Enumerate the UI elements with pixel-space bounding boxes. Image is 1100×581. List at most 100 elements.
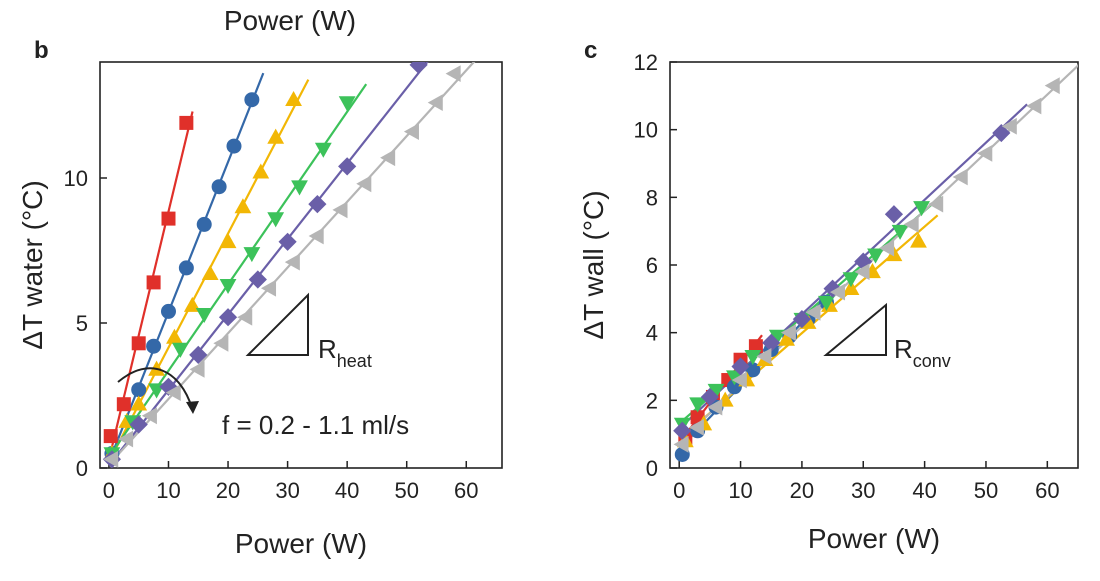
data-point <box>744 350 762 366</box>
r-conv-label: Rconv <box>894 334 951 371</box>
y-tick-label: 12 <box>634 50 658 75</box>
data-point <box>818 295 835 311</box>
data-point <box>267 128 285 144</box>
x-tick-label: 30 <box>851 478 875 503</box>
r-conv-main: R <box>894 334 913 364</box>
y-tick-label: 6 <box>646 253 658 278</box>
panel-b-x-label: Power (W) <box>235 528 367 559</box>
data-point <box>146 338 162 354</box>
y-tick-label: 10 <box>634 118 658 143</box>
y-tick-label: 0 <box>646 456 658 481</box>
data-point <box>403 123 419 140</box>
y-tick-label: 4 <box>646 321 658 346</box>
data-point <box>823 279 842 298</box>
panel-b-label: b <box>34 37 49 64</box>
data-point <box>161 211 176 226</box>
y-tick-label: 2 <box>646 388 658 413</box>
data-point <box>129 415 148 434</box>
r-conv-slope-triangle <box>823 302 887 356</box>
panel-c-label: c <box>584 37 597 64</box>
data-point <box>130 395 148 411</box>
x-tick-label: 0 <box>103 478 115 503</box>
x-tick-label: 10 <box>156 478 180 503</box>
panel-b-points <box>102 62 461 468</box>
data-point <box>308 227 324 245</box>
data-point <box>867 248 884 264</box>
data-point <box>211 179 227 195</box>
data-point <box>166 328 183 344</box>
data-point <box>285 90 302 106</box>
data-point <box>219 233 237 249</box>
panel-c-x-label: Power (W) <box>808 523 940 554</box>
data-point <box>805 303 821 321</box>
flow-arrow <box>117 367 193 409</box>
data-point <box>332 201 348 219</box>
data-point <box>338 96 356 112</box>
x-tick-label: 20 <box>790 478 814 503</box>
data-point <box>172 342 189 358</box>
data-point <box>673 421 692 440</box>
r-heat-label: Rheat <box>318 334 372 371</box>
data-point <box>778 330 795 346</box>
data-point <box>726 370 743 386</box>
data-point <box>731 357 750 376</box>
panel-c-y-label: ΔT wall (°C) <box>578 190 609 339</box>
data-point <box>829 283 846 301</box>
x-tick-label: 60 <box>1035 478 1059 503</box>
data-point <box>792 310 812 329</box>
panel-b: b 0 10 20 30 40 50 60 0 5 10 Power (W) ΔT water … <box>17 37 503 559</box>
data-point <box>243 247 261 263</box>
data-point <box>338 157 357 176</box>
data-point <box>913 201 930 217</box>
x-tick-label: 50 <box>974 478 998 503</box>
y-tick-label: 10 <box>64 166 88 191</box>
x-tick-label: 50 <box>394 478 418 503</box>
data-point <box>226 138 242 154</box>
data-point <box>189 361 205 378</box>
x-tick-label: 10 <box>728 478 752 503</box>
y-tick-label: 5 <box>76 311 88 336</box>
data-point <box>278 232 297 251</box>
data-point <box>244 92 260 108</box>
panel-b-y-label: ΔT water (°C) <box>17 180 48 349</box>
data-point <box>879 239 895 257</box>
panel-b-x-ticks: 0 10 20 30 40 50 60 <box>103 461 479 503</box>
r-heat-subscript: heat <box>337 351 372 371</box>
data-point <box>707 398 723 416</box>
data-point <box>260 279 277 297</box>
y-tick-label: 8 <box>646 185 658 210</box>
panel-c-points <box>673 77 1060 462</box>
data-point <box>842 279 860 295</box>
data-point <box>179 115 194 130</box>
x-tick-label: 30 <box>275 478 299 503</box>
data-point <box>1026 97 1042 115</box>
data-point <box>234 198 252 214</box>
data-point <box>854 263 870 281</box>
panel-c-y-ticks: 0 2 4 6 8 10 12 <box>634 50 677 481</box>
data-point <box>237 308 253 326</box>
x-tick-label: 40 <box>335 478 359 503</box>
data-point <box>159 377 178 396</box>
data-point <box>1044 77 1060 95</box>
data-point <box>314 142 332 158</box>
data-point <box>688 419 704 436</box>
data-point <box>891 224 909 240</box>
x-tick-label: 0 <box>673 478 685 503</box>
data-point <box>748 339 763 354</box>
r-conv-subscript: conv <box>913 351 951 371</box>
data-point <box>928 195 944 213</box>
data-point <box>409 62 428 74</box>
data-point <box>842 272 860 288</box>
data-point <box>700 387 719 407</box>
fit-line <box>108 62 429 467</box>
y-tick-label: 0 <box>76 456 88 481</box>
r-heat-main: R <box>318 334 337 364</box>
panel-c: c 0 10 20 30 40 50 60 0 2 4 6 8 10 12 Power (W) ΔT w… <box>578 37 1079 554</box>
data-point <box>103 450 119 468</box>
data-point <box>673 435 689 453</box>
data-point <box>952 168 968 186</box>
x-tick-label: 20 <box>216 478 240 503</box>
data-point <box>131 336 146 351</box>
data-point <box>189 345 208 364</box>
